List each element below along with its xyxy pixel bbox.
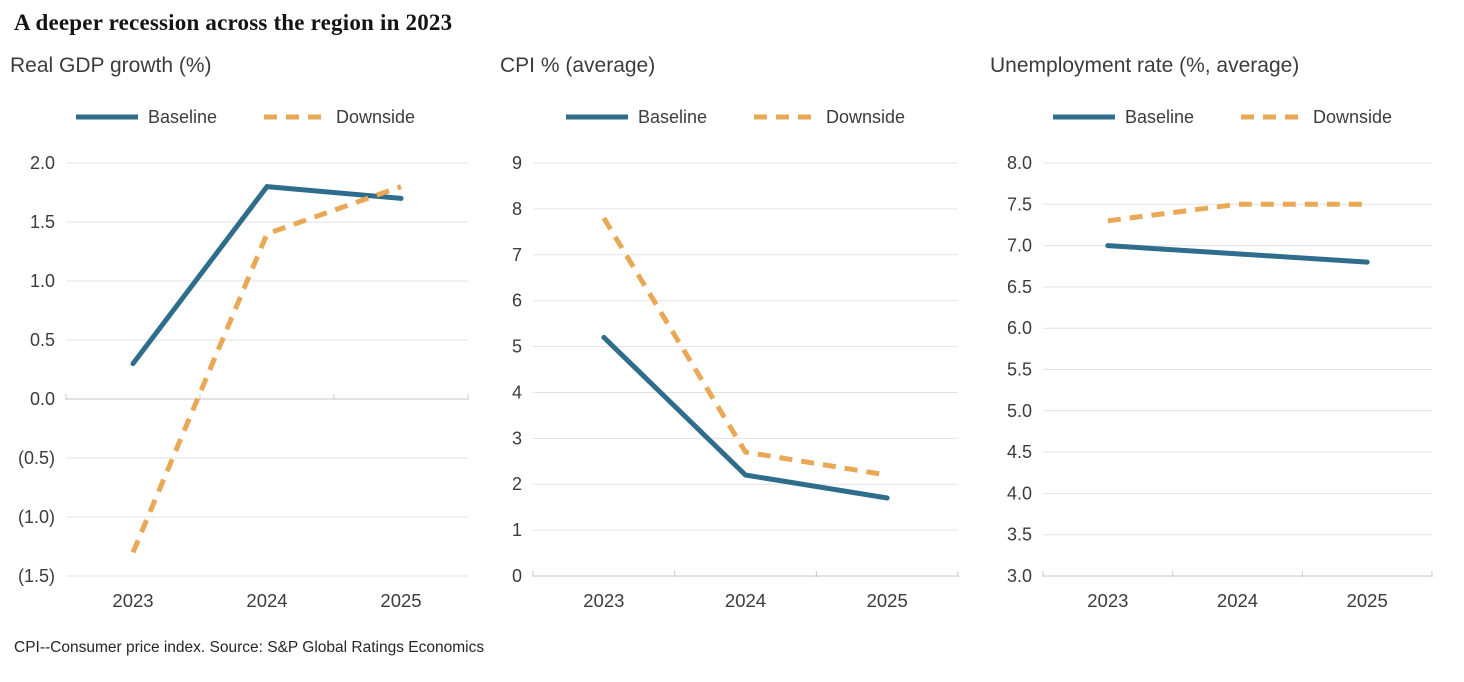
baseline-line-swatch [75, 114, 138, 120]
svg-text:6: 6 [512, 291, 522, 311]
legend-item-downside: Downside [263, 107, 415, 128]
svg-text:5.0: 5.0 [1007, 401, 1032, 421]
svg-text:2024: 2024 [1217, 590, 1258, 611]
svg-text:2025: 2025 [867, 590, 908, 611]
baseline-line-swatch [1052, 114, 1115, 120]
svg-text:8: 8 [512, 199, 522, 219]
legend-item-baseline: Baseline [565, 107, 707, 128]
real-gdp-growth-chart: 2.0 1.5 1.0 0.5 0.0 (0.5) (1.0) (1.5) 2023 2024 20… [18, 153, 469, 611]
svg-text:4.5: 4.5 [1007, 442, 1032, 462]
svg-text:(1.5): (1.5) [18, 566, 55, 586]
svg-text:6.0: 6.0 [1007, 318, 1032, 338]
svg-text:(1.0): (1.0) [18, 507, 55, 527]
svg-text:7.5: 7.5 [1007, 194, 1032, 214]
svg-text:8.0: 8.0 [1007, 153, 1032, 173]
baseline-line-swatch [565, 114, 628, 120]
legend-item-baseline: Baseline [75, 107, 217, 128]
svg-text:2024: 2024 [725, 590, 766, 611]
panel-unemployment: Unemployment rate (%, average) Baseline … [980, 38, 1464, 619]
svg-text:1.0: 1.0 [30, 271, 55, 291]
svg-text:1: 1 [512, 520, 522, 540]
panel-cpi: CPI % (average) Baseline Downside 9 8 7 6 5 4… [490, 38, 980, 619]
svg-text:2025: 2025 [1347, 590, 1388, 611]
downside-line-swatch [1241, 114, 1301, 120]
chart-title-unemployment: Unemployment rate (%, average) [990, 54, 1300, 77]
legend-label-downside: Downside [826, 106, 906, 127]
svg-text:4.0: 4.0 [1007, 483, 1032, 503]
cpi-chart: 9 8 7 6 5 4 3 2 1 0 2023 2024 2025 [512, 153, 959, 611]
chart-legend: Baseline Downside [980, 105, 1464, 129]
legend-item-downside: Downside [1240, 107, 1392, 128]
svg-text:3.0: 3.0 [1007, 566, 1032, 586]
svg-text:6.5: 6.5 [1007, 277, 1032, 297]
svg-text:2: 2 [512, 474, 522, 494]
svg-text:4: 4 [512, 382, 522, 402]
svg-text:5: 5 [512, 337, 522, 357]
svg-text:3: 3 [512, 428, 522, 448]
legend-label-baseline: Baseline [1124, 106, 1194, 127]
svg-text:2023: 2023 [1087, 590, 1128, 611]
svg-text:2024: 2024 [246, 590, 287, 611]
downside-line-swatch [754, 114, 814, 120]
svg-text:0: 0 [512, 566, 522, 586]
unemployment-chart: 8.0 7.5 7.0 6.5 6.0 5.5 5.0 4.5 4.0 3.5 3.0 2023 202… [1007, 153, 1433, 611]
legend-label-downside: Downside [1313, 106, 1393, 127]
panel-real-gdp-growth: Real GDP growth (%) Baseline Downside 2.… [0, 38, 490, 619]
svg-text:3.5: 3.5 [1007, 525, 1032, 545]
chart-title-cpi: CPI % (average) [500, 54, 656, 77]
legend-label-downside: Downside [336, 106, 416, 127]
svg-text:0.0: 0.0 [30, 389, 55, 409]
source-footnote: CPI--Consumer price index. Source: S&P G… [14, 639, 485, 656]
svg-text:9: 9 [512, 153, 522, 173]
downside-line-swatch [264, 114, 324, 120]
figure-title: A deeper recession across the region in … [14, 10, 453, 35]
svg-text:1.5: 1.5 [30, 212, 55, 232]
chart-legend: Baseline Downside [0, 105, 490, 129]
svg-text:5.5: 5.5 [1007, 360, 1032, 380]
svg-text:0.5: 0.5 [30, 330, 55, 350]
chart-title-real-gdp: Real GDP growth (%) [10, 54, 212, 77]
svg-text:(0.5): (0.5) [18, 448, 55, 468]
svg-text:2.0: 2.0 [30, 153, 55, 173]
legend-item-baseline: Baseline [1052, 107, 1194, 128]
charts-row: Real GDP growth (%) Baseline Downside 2.… [0, 38, 1464, 619]
svg-text:2023: 2023 [112, 590, 153, 611]
legend-label-baseline: Baseline [637, 106, 707, 127]
legend-item-downside: Downside [753, 107, 905, 128]
svg-text:7.0: 7.0 [1007, 236, 1032, 256]
svg-text:2023: 2023 [583, 590, 624, 611]
svg-text:7: 7 [512, 245, 522, 265]
chart-legend: Baseline Downside [490, 105, 980, 129]
svg-text:2025: 2025 [380, 590, 421, 611]
legend-label-baseline: Baseline [147, 106, 217, 127]
